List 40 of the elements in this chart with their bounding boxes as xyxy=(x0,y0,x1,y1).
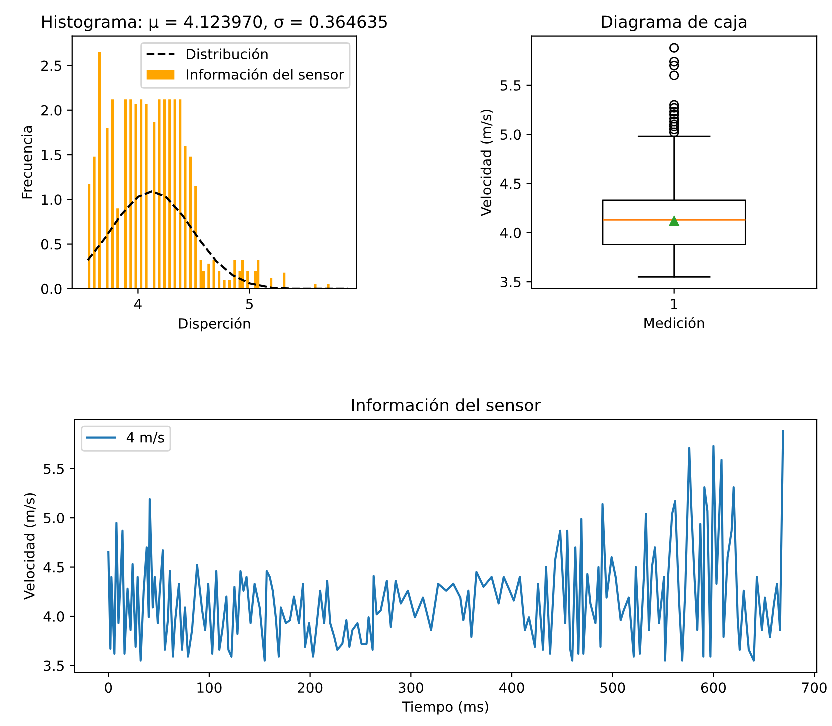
y-tick-label: 5.0 xyxy=(500,130,522,140)
y-tick-label: 0.0 xyxy=(41,284,62,294)
legend-label: Distribución xyxy=(187,48,268,60)
y-tick-label: 4.5 xyxy=(44,562,64,573)
x-tick-label: 0 xyxy=(105,682,112,694)
y-axis-title: Velocidad (m/s) xyxy=(480,110,494,216)
y-tick-label: 5.0 xyxy=(44,513,64,524)
y-tick-label: 2.5 xyxy=(42,60,62,72)
x-tick-label: 100 xyxy=(198,682,222,694)
y-tick-label: 5.5 xyxy=(44,464,64,474)
x-tick-label: 700 xyxy=(802,682,827,694)
y-tick-label: 5.5 xyxy=(500,80,521,91)
x-tick-label: 500 xyxy=(600,682,626,694)
x-tick-label: 300 xyxy=(398,682,424,694)
y-tick-label: 3.5 xyxy=(44,660,64,672)
y-tick-label: 4.5 xyxy=(500,178,521,190)
chart-title: Diagrama de caja xyxy=(602,15,747,32)
x-tick-label: 4 xyxy=(134,299,142,310)
x-tick-label: 400 xyxy=(499,682,524,694)
line-series xyxy=(108,430,784,662)
x-tick-label: 600 xyxy=(701,682,726,694)
y-tick-label: 4.0 xyxy=(44,611,64,622)
x-axis-title: Tiempo (ms) xyxy=(402,701,488,715)
legend-label: Información del sensor xyxy=(187,68,344,80)
chart-title: Histograma: μ = 4.123970, σ = 0.364635 xyxy=(42,15,387,32)
y-tick-label: 1.5 xyxy=(42,150,62,161)
x-tick-label: 5 xyxy=(246,299,254,310)
y-axis-title: Frecuencia xyxy=(22,126,32,199)
x-tick-label: 1 xyxy=(671,299,678,310)
y-axis-title: Velocidad (m/s) xyxy=(24,493,36,600)
y-tick-label: 2.0 xyxy=(42,105,62,116)
y-tick-label: 0.5 xyxy=(41,239,62,250)
y-tick-label: 4.0 xyxy=(500,228,522,238)
y-tick-label: 1.0 xyxy=(42,194,62,206)
x-tick-label: 200 xyxy=(298,682,323,694)
chart-title: Información del sensor xyxy=(352,398,542,412)
legend-label: 4 m/s xyxy=(126,432,164,444)
y-tick-label: 3.5 xyxy=(500,277,521,288)
x-axis-title: Disperción xyxy=(179,318,250,332)
x-axis-title: Medición xyxy=(644,317,704,328)
